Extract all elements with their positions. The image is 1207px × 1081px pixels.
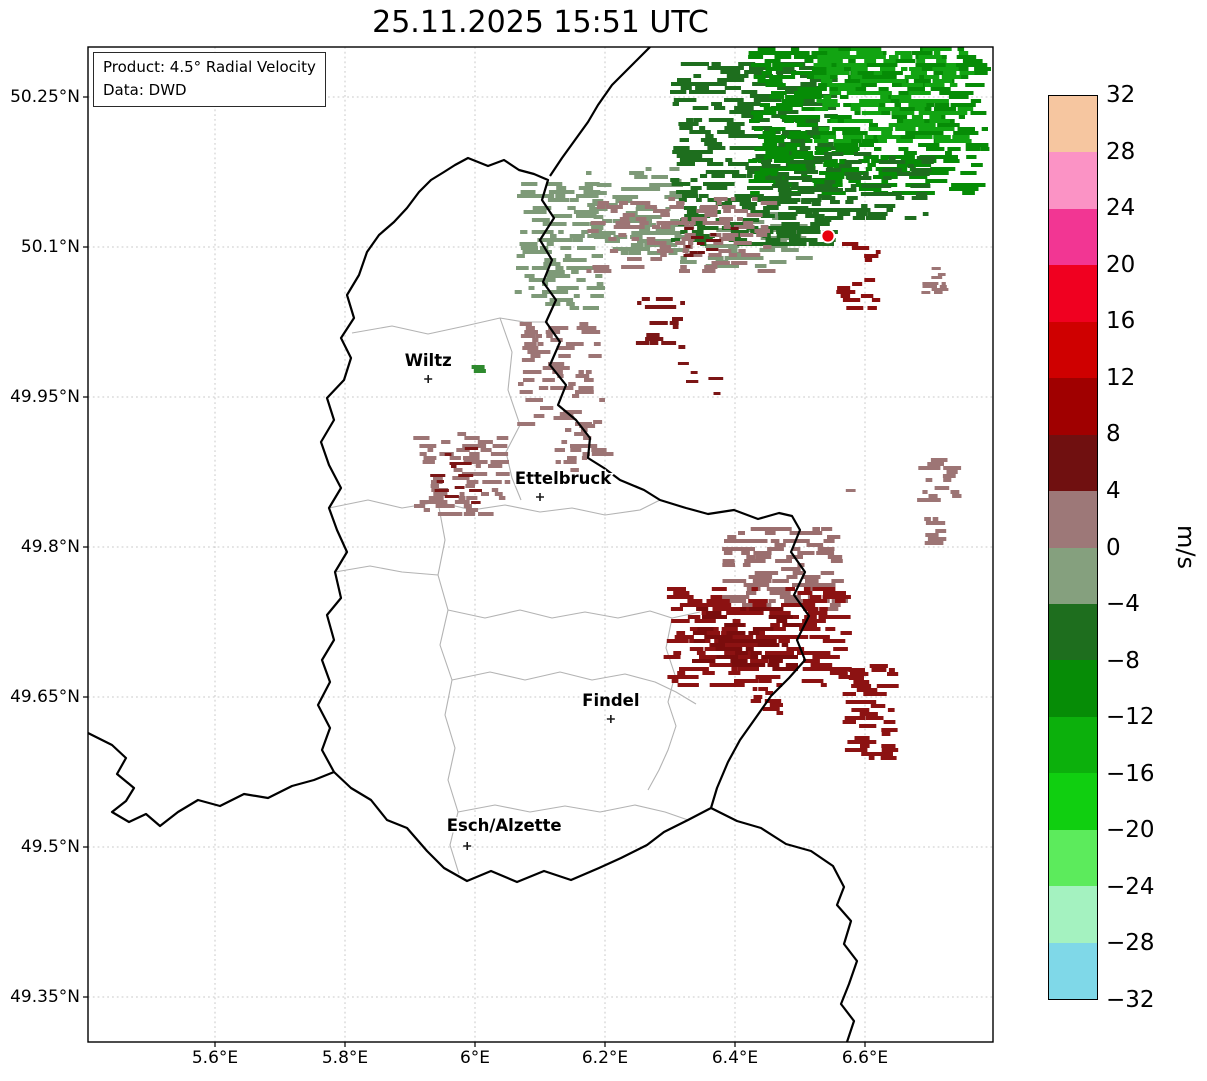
colorbar-segment	[1049, 208, 1097, 266]
radar-echo-layer	[413, 47, 991, 760]
radar-echo-region	[761, 152, 936, 220]
colorbar-segment	[1049, 547, 1097, 604]
colorbar-tick-label: −20	[1106, 817, 1155, 844]
data-source-label: Data: DWD	[103, 80, 187, 99]
colorbar-segment	[1049, 829, 1097, 887]
colorbar-tick-label: 8	[1106, 421, 1121, 448]
radar-echo-region	[517, 322, 605, 426]
colorbar-tick-label: 32	[1106, 82, 1136, 108]
colorbar-tick-label: 28	[1106, 138, 1136, 165]
city-label: Ettelbruck	[515, 469, 612, 488]
colorbar-tick-label: 24	[1106, 195, 1136, 222]
radar-echo-region	[836, 242, 881, 310]
longitude-tick-label: 5.8°E	[321, 1048, 369, 1068]
colorbar-tick-label: 12	[1106, 364, 1136, 391]
colorbar-segment	[1049, 886, 1097, 943]
colorbar-segment	[1049, 716, 1097, 774]
colorbar-tick-label: −4	[1106, 591, 1140, 618]
colorbar-segment	[1049, 773, 1097, 830]
radar-echo-region	[921, 267, 949, 294]
latitude-tick-label: 49.35°N	[10, 987, 80, 1007]
colorbar-tick-label: −8	[1106, 647, 1140, 674]
colorbar-tick-label: 4	[1106, 477, 1121, 504]
radar-echo-region	[845, 489, 856, 492]
colorbar-tick-label: −24	[1106, 873, 1155, 900]
latitude-tick-label: 49.5°N	[20, 837, 80, 857]
radar-site-marker	[820, 228, 836, 244]
colorbar-tick-label: 16	[1106, 308, 1136, 335]
radar-echo-region	[635, 297, 686, 349]
colorbar-segment	[1049, 321, 1097, 379]
radar-echo-region	[514, 182, 605, 310]
radar-echo-region	[413, 432, 511, 516]
colorbar-tick-label: −32	[1106, 987, 1155, 1013]
city-marker-icon	[606, 715, 615, 723]
axis-tick-marks	[83, 96, 866, 1047]
colorbar-segment	[1049, 942, 1097, 999]
colorbar-tick-label: −12	[1106, 704, 1155, 731]
product-info-box: Product: 4.5° Radial Velocity Data: DWD	[93, 52, 326, 107]
colorbar-unit-label: m/s	[1172, 525, 1200, 569]
colorbar-segment	[1049, 265, 1097, 322]
latitude-tick-label: 50.1°N	[20, 237, 80, 257]
country-border-france-belgium	[88, 732, 335, 828]
colorbar-segment	[1049, 491, 1097, 548]
country-borders	[88, 47, 859, 1042]
longitude-tick-label: 6.4°E	[711, 1048, 759, 1068]
colorbar	[1048, 95, 1098, 1000]
radar-echo-region	[813, 47, 975, 143]
city-marker-icon	[424, 375, 433, 383]
city-marker-icon	[536, 493, 544, 501]
longitude-tick-label: 6°E	[459, 1048, 491, 1068]
regional-borders	[328, 317, 701, 875]
colorbar-tick-label: 0	[1106, 534, 1121, 561]
radar-echo-region	[842, 664, 899, 760]
latitude-tick-label: 49.95°N	[10, 387, 80, 407]
radar-echo-region	[430, 447, 482, 504]
radar-echo-region	[692, 607, 800, 671]
latitude-tick-label: 49.65°N	[10, 687, 80, 707]
colorbar-tick-label: 20	[1106, 251, 1136, 278]
city-label: Wiltz	[405, 351, 452, 370]
country-border-belgium-germany	[549, 47, 651, 177]
figure-title: 25.11.2025 15:51 UTC	[372, 5, 709, 40]
radar-echo-region	[917, 458, 962, 502]
colorbar-segment	[1049, 96, 1097, 153]
city-marker-icon	[463, 842, 472, 850]
radar-echo-region	[750, 675, 784, 715]
colorbar-segment	[1049, 152, 1097, 209]
city-label: Esch/Alzette	[447, 816, 562, 835]
latitude-tick-label: 49.8°N	[20, 537, 80, 557]
country-border-luxembourg	[316, 156, 811, 884]
longitude-tick-label: 5.6°E	[191, 1048, 239, 1068]
latitude-tick-label: 50.25°N	[10, 87, 80, 107]
radar-echo-region	[586, 197, 778, 273]
plot-frame	[87, 46, 994, 1043]
longitude-tick-label: 6.6°E	[841, 1048, 889, 1068]
colorbar-segment	[1049, 603, 1097, 661]
radar-echo-region	[924, 517, 947, 545]
colorbar-segment	[1049, 660, 1097, 717]
radar-echo-region	[553, 412, 614, 472]
colorbar-segment	[1049, 378, 1097, 435]
radar-echo-region	[683, 227, 739, 257]
product-label: Product: 4.5° Radial Velocity	[103, 58, 316, 76]
map-annotations: Wiltz Ettelbruck Findel Esch/Alzette	[403, 228, 836, 850]
country-border-france-germany	[710, 807, 859, 1042]
radar-echo-region	[677, 362, 724, 395]
colorbar-segment	[1049, 434, 1097, 492]
colorbar-tick-label: −28	[1106, 930, 1155, 957]
longitude-tick-label: 6.2°E	[581, 1048, 629, 1068]
radar-echo-region	[471, 365, 486, 373]
regional-border-lines	[328, 317, 701, 875]
city-label: Findel	[582, 691, 639, 710]
radar-echo-region	[663, 587, 852, 687]
colorbar-tick-label: −16	[1106, 760, 1155, 787]
